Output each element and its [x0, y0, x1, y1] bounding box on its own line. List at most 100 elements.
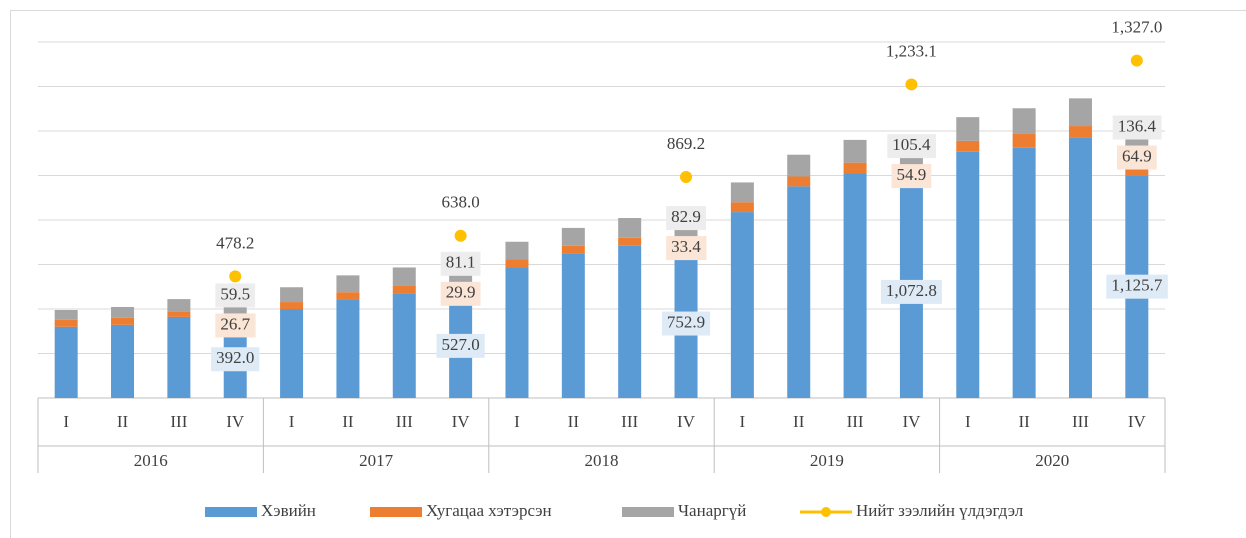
bar-segment	[54, 309, 78, 320]
data-label-box	[211, 347, 260, 372]
data-label-box	[436, 333, 485, 358]
bar-segment	[505, 241, 529, 260]
bar-segment	[167, 299, 191, 312]
data-label-box	[440, 281, 481, 306]
group-label: 2017	[359, 451, 394, 470]
data-label: 392.0	[216, 348, 254, 367]
bar-segment	[787, 176, 811, 187]
bar-segment	[1012, 133, 1036, 148]
bar-segment	[730, 202, 754, 213]
data-label: 638.0	[442, 193, 480, 212]
data-label-box	[891, 164, 932, 189]
x-tick-label: III	[847, 412, 864, 431]
x-tick-label: III	[396, 412, 413, 431]
bar-segment	[505, 267, 529, 398]
line-marker	[905, 78, 918, 91]
data-label-box	[661, 311, 711, 336]
data-label: 1,327.0	[1111, 17, 1162, 36]
data-label: 82.9	[671, 207, 701, 226]
data-label: 869.2	[667, 134, 705, 153]
data-label: 1,072.8	[886, 281, 937, 300]
legend-swatch	[370, 507, 422, 517]
bar-segment	[956, 117, 980, 141]
bar-segment	[111, 317, 135, 325]
x-tick-label: IV	[1128, 412, 1147, 431]
x-tick-label: IV	[677, 412, 696, 431]
data-label-box	[440, 251, 481, 276]
data-label: 59.5	[220, 284, 250, 303]
bar-segment	[280, 309, 304, 398]
x-tick-label: III	[1072, 412, 1089, 431]
line-marker	[229, 270, 242, 283]
data-label-box	[215, 283, 256, 308]
x-tick-label: II	[793, 412, 805, 431]
bar-segment	[1068, 137, 1092, 398]
bar-segment	[1012, 108, 1036, 134]
x-tick-label: IV	[452, 412, 471, 431]
bar-segment	[54, 326, 78, 398]
group-label: 2016	[134, 451, 168, 470]
group-label: 2019	[810, 451, 844, 470]
bar-segment	[336, 299, 360, 398]
bar-segment	[730, 212, 754, 398]
data-label-box	[880, 279, 942, 304]
x-tick-label: IV	[902, 412, 921, 431]
bar-segment	[1068, 126, 1092, 138]
group-label: 2020	[1035, 451, 1069, 470]
bar-segment	[392, 267, 416, 286]
data-label: 81.1	[446, 253, 476, 272]
x-tick-label: IV	[226, 412, 245, 431]
data-label: 105.4	[892, 135, 931, 154]
bar-segment	[843, 162, 867, 174]
bar-segment	[54, 319, 78, 327]
bar-segment	[223, 303, 247, 316]
data-label: 478.2	[216, 233, 254, 252]
bar-segment	[505, 259, 529, 268]
bar-segment	[280, 302, 304, 309]
x-tick-label: II	[568, 412, 580, 431]
x-tick-label: I	[740, 412, 746, 431]
bar-segment	[111, 324, 135, 398]
x-tick-label: I	[63, 412, 69, 431]
legend-label: Хэвийн	[261, 501, 316, 520]
data-label-box	[1112, 115, 1162, 140]
group-label: 2018	[585, 451, 619, 470]
data-label: 64.9	[1122, 146, 1152, 165]
data-label: 29.9	[446, 283, 476, 302]
legend-label: Хугацаа хэтэрсэн	[426, 501, 552, 520]
bar-segment	[561, 227, 585, 246]
x-tick-label: I	[289, 412, 295, 431]
bar-segment	[618, 218, 642, 238]
bar-segment	[111, 307, 135, 318]
data-label-box	[666, 236, 707, 261]
bar-segment	[167, 316, 191, 398]
bar-segment	[392, 293, 416, 398]
bar-segment	[730, 182, 754, 203]
legend-swatch	[205, 507, 257, 517]
bar-segment	[1068, 98, 1092, 127]
legend-label: Нийт зээлийн үлдэгдэл	[856, 501, 1024, 520]
bar-segment	[956, 140, 980, 152]
bar-segment	[280, 287, 304, 303]
legend-swatch	[622, 507, 674, 517]
x-tick-label: II	[117, 412, 129, 431]
x-tick-label: II	[1018, 412, 1030, 431]
data-label-box	[887, 134, 937, 159]
data-label: 1,125.7	[1111, 276, 1163, 295]
bar-segment	[618, 245, 642, 398]
bar-segment	[618, 237, 642, 246]
data-label-box	[666, 206, 706, 231]
x-tick-label: I	[965, 412, 971, 431]
line-marker	[454, 229, 467, 242]
x-tick-label: III	[621, 412, 638, 431]
data-label: 527.0	[442, 335, 480, 354]
data-label: 54.9	[897, 165, 927, 184]
x-tick-label: I	[514, 412, 520, 431]
bar-segment	[787, 154, 811, 177]
bar-segment	[956, 151, 980, 398]
data-label-box	[215, 313, 256, 338]
bar-segment	[843, 139, 867, 163]
data-label: 1,233.1	[886, 41, 937, 60]
bar-segment	[336, 275, 360, 293]
